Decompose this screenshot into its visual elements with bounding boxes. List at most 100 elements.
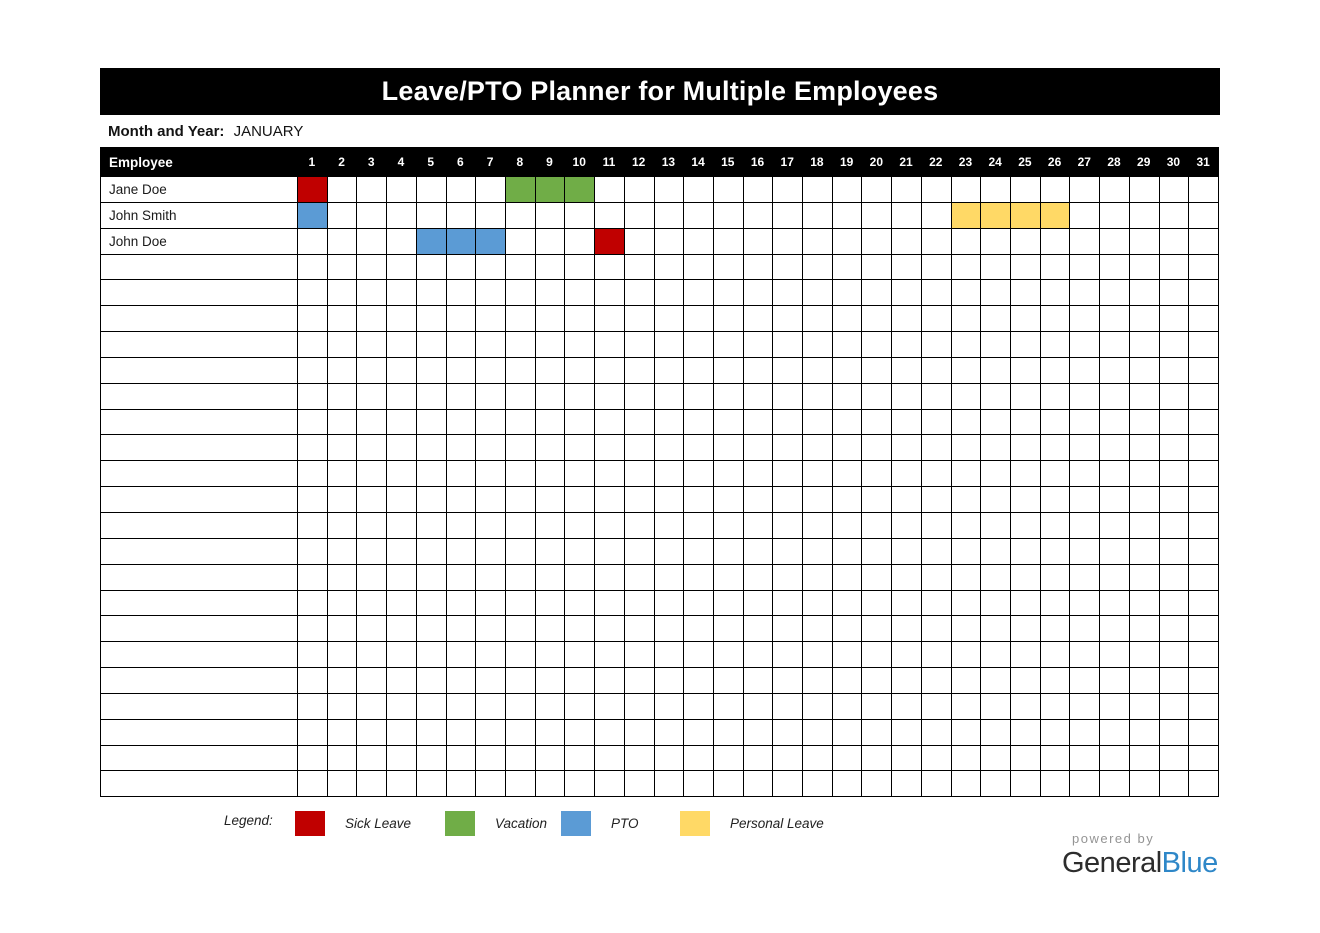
- day-cell: [534, 254, 565, 280]
- day-cell: [1010, 538, 1040, 564]
- day-cell: [653, 332, 684, 357]
- day-cell: [1069, 461, 1099, 487]
- day-cell: [326, 383, 357, 409]
- day-cell: [415, 177, 446, 202]
- day-cell: [712, 719, 743, 745]
- day-column-header: 16: [750, 155, 765, 169]
- day-cell: [1010, 668, 1040, 693]
- day-cell: [504, 228, 535, 254]
- day-cell: [1099, 202, 1129, 228]
- day-cell: [564, 745, 594, 771]
- employee-name-cell: [101, 358, 297, 383]
- day-cell: [1128, 202, 1159, 228]
- day-cell: [326, 616, 357, 642]
- day-cell: [1069, 538, 1099, 564]
- day-cell: [831, 435, 862, 461]
- day-cell: [623, 383, 654, 409]
- day-cell: [980, 564, 1010, 590]
- day-cell: [445, 512, 476, 538]
- day-cell: [356, 745, 386, 771]
- day-cell: [1069, 668, 1099, 693]
- day-cell: [386, 512, 416, 538]
- day-cell: [475, 642, 505, 668]
- day-cell: [504, 642, 535, 668]
- day-cell: [326, 487, 357, 512]
- day-cell: [356, 590, 386, 616]
- day-cell: [445, 280, 476, 306]
- day-cell: [475, 383, 505, 409]
- day-cell: [534, 719, 565, 745]
- day-cell: [1128, 512, 1159, 538]
- day-cell: [415, 642, 446, 668]
- day-cell: [1039, 177, 1070, 202]
- day-cell: [950, 487, 981, 512]
- table-row: John Smith: [101, 201, 1218, 228]
- day-cell: [1069, 590, 1099, 616]
- day-cell: [475, 771, 505, 797]
- day-cell: [475, 177, 505, 202]
- day-cell: [1188, 487, 1218, 512]
- day-cell: [683, 719, 713, 745]
- day-cell: [415, 538, 446, 564]
- day-cell: [1039, 357, 1070, 383]
- day-cell: [1158, 771, 1189, 797]
- day-cell: [980, 719, 1010, 745]
- day-cell: [415, 668, 446, 693]
- day-cell: [415, 719, 446, 745]
- day-cell: [1010, 512, 1040, 538]
- day-cell: [1099, 228, 1129, 254]
- day-cell: [623, 616, 654, 642]
- employee-name-cell: [101, 642, 297, 667]
- day-cell: [742, 409, 773, 435]
- day-cell: [534, 177, 565, 202]
- employee-name-cell: [101, 616, 297, 641]
- day-cell: [356, 435, 386, 461]
- day-cell: [1099, 487, 1129, 512]
- day-cell: [742, 512, 773, 538]
- day-cell: [386, 487, 416, 512]
- day-cell: [950, 383, 981, 409]
- day-cell: [861, 771, 891, 797]
- day-cell: [831, 306, 862, 332]
- day-cell: [564, 538, 594, 564]
- day-cell: [1128, 383, 1159, 409]
- day-cell: [1039, 461, 1070, 487]
- day-cell: [415, 280, 446, 306]
- employee-name-cell: [101, 410, 297, 435]
- day-cell: [802, 383, 832, 409]
- day-cell: [504, 771, 535, 797]
- day-cell: [1039, 280, 1070, 306]
- day-cell: [445, 564, 476, 590]
- day-cell: [831, 538, 862, 564]
- day-cell: [920, 719, 951, 745]
- day-cell: [1099, 306, 1129, 332]
- employee-name-cell: [101, 513, 297, 538]
- day-cell: [712, 590, 743, 616]
- day-column-header: 3: [367, 155, 375, 169]
- day-cell: [326, 409, 357, 435]
- day-cell: [386, 409, 416, 435]
- day-cell: [980, 228, 1010, 254]
- day-cell: [831, 771, 862, 797]
- legend-label: Legend:: [224, 813, 273, 828]
- day-cell: [1158, 409, 1189, 435]
- day-cell: [920, 435, 951, 461]
- day-cell: [1128, 254, 1159, 280]
- employee-name-cell: [101, 461, 297, 486]
- day-column-header: 29: [1137, 155, 1151, 169]
- legend-item-pto: PTO: [561, 811, 639, 836]
- day-cell: [802, 228, 832, 254]
- day-cell: [742, 177, 773, 202]
- day-cell: [475, 435, 505, 461]
- day-cell: [415, 590, 446, 616]
- day-cell: [891, 719, 921, 745]
- day-cell: [386, 280, 416, 306]
- day-cell: [950, 306, 981, 332]
- page-title: Leave/PTO Planner for Multiple Employees: [381, 76, 939, 106]
- day-cell: [594, 538, 624, 564]
- day-cell: [861, 564, 891, 590]
- day-cell: [683, 357, 713, 383]
- day-cell: [712, 538, 743, 564]
- day-cell: [1099, 616, 1129, 642]
